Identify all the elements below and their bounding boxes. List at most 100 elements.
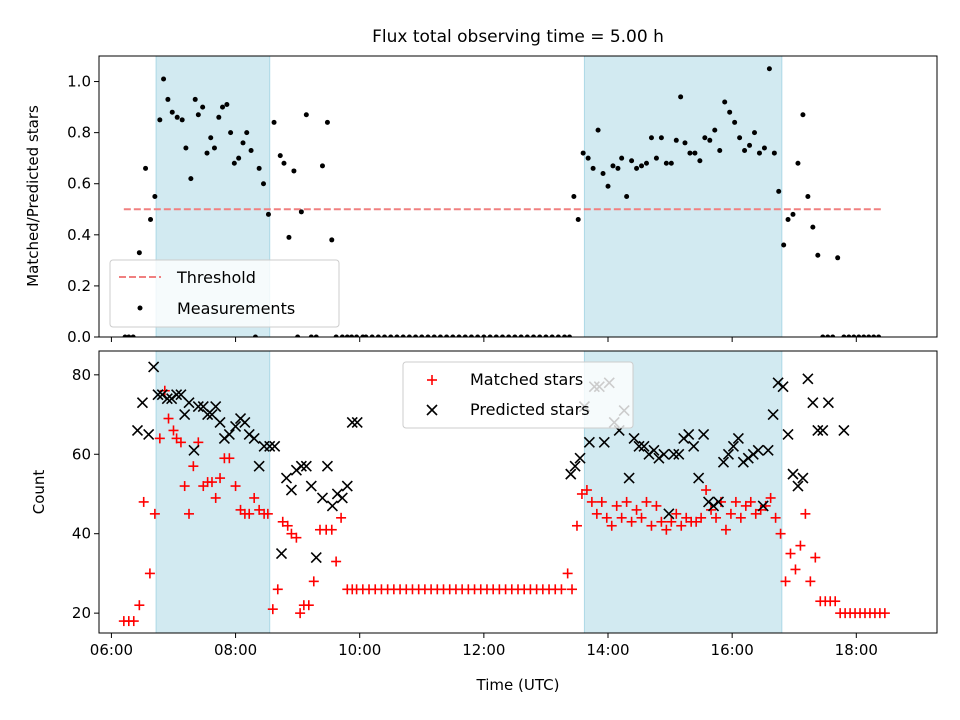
matched-star-point (611, 500, 622, 511)
measurement-point (595, 127, 601, 133)
predicted-star-point (143, 428, 155, 440)
bottom-plot-content (118, 361, 890, 627)
measurement-point (590, 165, 596, 171)
matched-star-point (308, 576, 319, 587)
matched-star-point (210, 492, 221, 503)
measurement-point (682, 140, 688, 146)
predicted-star-point (777, 381, 789, 393)
measurement-point (531, 334, 537, 337)
matched-star-point (720, 524, 731, 535)
predicted-star-point (752, 444, 764, 456)
measurement-point (295, 334, 301, 337)
predicted-star-point (673, 448, 685, 460)
measurement-point (653, 155, 659, 161)
predicted-star-point (698, 428, 710, 440)
predicted-star-point (797, 472, 809, 484)
predicted-star-point (321, 460, 333, 472)
top-y-axis-label: Matched/Predicted stars (24, 105, 42, 287)
measurement-point (303, 112, 309, 118)
predicted-star-point (336, 492, 348, 504)
measurement-point (462, 334, 468, 337)
measurement-point (363, 334, 369, 337)
measurement-point (702, 135, 708, 141)
measurement-point (835, 255, 841, 261)
x-tick-label: 14:00 (586, 641, 629, 659)
predicted-star-point (192, 401, 204, 413)
predicted-star-point (264, 440, 276, 452)
measurement-point (841, 334, 847, 337)
predicted-star-point (817, 424, 829, 437)
predicted-star-point (305, 480, 317, 492)
matched-star-point (149, 508, 160, 519)
measurement-point (795, 160, 801, 166)
measurement-point (761, 145, 767, 151)
predicted-star-point (565, 468, 577, 480)
measurement-point (425, 334, 431, 337)
measurement-point (766, 66, 772, 72)
measurement-point (771, 150, 777, 156)
predicted-legend-swatch (426, 404, 438, 416)
measurement-point (781, 242, 787, 248)
measurement-point (161, 76, 167, 82)
matched-star-point (671, 508, 682, 519)
measurement-point (537, 334, 543, 337)
bottom-y-axis-label: Count (30, 470, 48, 515)
bottom-x-ticks: 06:00 08:00 10:00 12:00 14:00 16:00 18:00 (90, 633, 878, 659)
measurement-point (658, 135, 664, 141)
measurement-point (737, 135, 743, 141)
y-tick-label: 20 (72, 604, 91, 622)
matched-star-point (626, 516, 637, 527)
measurement-point (329, 237, 335, 243)
measurement-point (349, 334, 355, 337)
measurement-point (169, 109, 175, 115)
matched-star-point (175, 437, 186, 448)
predicted-star-point (598, 436, 610, 448)
measurement-point (394, 334, 400, 337)
measurement-point (437, 334, 443, 337)
measurement-point (271, 119, 277, 125)
predicted-star-point (648, 444, 660, 456)
predicted-star-point (762, 444, 774, 456)
matched-star-point (556, 584, 567, 595)
predicted-star-point (341, 480, 353, 492)
measurement-point (712, 127, 718, 133)
measurement-point (369, 334, 375, 337)
predicted-star-point (239, 416, 251, 429)
predicted-star-point (668, 448, 680, 460)
measurement-point (157, 117, 163, 123)
matched-star-point (725, 508, 736, 519)
measurement-point (324, 119, 330, 125)
measurement-point (555, 334, 561, 337)
x-tick-label: 12:00 (462, 641, 505, 659)
measurement-point (195, 112, 201, 118)
matched-star-point (879, 608, 890, 619)
matched-star-point (206, 477, 217, 488)
matched-star-point (567, 584, 578, 595)
measurements-legend-label: Measurements (177, 299, 295, 318)
measurement-point (846, 334, 852, 337)
matched-star-point (775, 528, 786, 539)
measurement-point (805, 194, 811, 199)
predicted-star-point (658, 448, 670, 460)
matched-star-point (790, 564, 801, 575)
top-panel: 0.0 0.2 0.4 0.6 0.8 1.0 Matched/Predicted sta… (24, 55, 938, 346)
predicted-star-point (638, 440, 650, 452)
y-tick-label: 80 (72, 366, 91, 384)
predicted-star-point (214, 416, 226, 429)
matched-star-point (163, 413, 174, 424)
measurement-point (830, 334, 836, 337)
measurement-point (220, 104, 226, 110)
measurement-point (605, 183, 611, 189)
matched-star-point (676, 520, 687, 531)
measurement-point (562, 334, 568, 337)
predicted-star-point (712, 496, 725, 508)
measurement-point (148, 216, 154, 222)
predicted-star-point (275, 547, 288, 560)
matched-star-point (636, 512, 647, 523)
matched-star-point (128, 616, 139, 627)
matched-star-point (800, 508, 811, 519)
predicted-star-point (295, 460, 307, 472)
measurement-point (876, 334, 882, 337)
top-x-ticks (110, 337, 857, 342)
measurement-point (785, 216, 791, 222)
